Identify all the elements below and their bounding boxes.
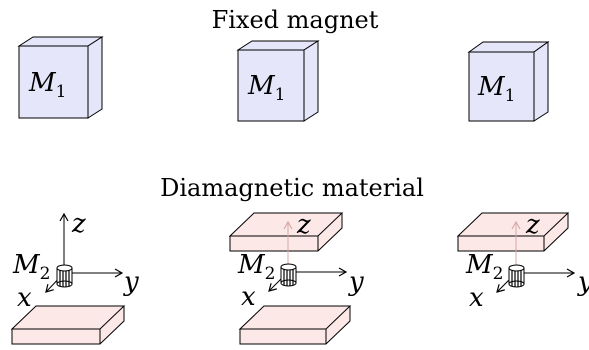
fixed-magnet-title: Fixed magnet xyxy=(212,6,379,34)
small-magnet-cylinder xyxy=(508,264,525,288)
svg-text:M2: M2 xyxy=(465,250,503,284)
svg-text:M1: M1 xyxy=(247,71,285,105)
panel-2: z y x M2 xyxy=(228,210,364,345)
z-axis-label: z xyxy=(71,209,86,239)
small-magnet-cylinder xyxy=(280,263,297,287)
diamagnetic-material-title: Diamagnetic material xyxy=(160,174,424,202)
x-axis-label: x xyxy=(469,283,484,313)
small-magnet-label: M xyxy=(237,250,266,280)
panel-1: z y x M2 xyxy=(10,209,139,345)
small-magnet-subscript: 2 xyxy=(265,264,276,284)
fixed-magnet-cube-3: M1 xyxy=(467,41,550,122)
y-axis-label: y xyxy=(123,267,139,297)
panel-3: z y x M2 xyxy=(456,210,589,313)
magnet-label: M xyxy=(247,71,276,101)
magnet-subscript: 1 xyxy=(505,86,516,106)
svg-text:M1: M1 xyxy=(28,68,66,102)
small-magnet-subscript: 2 xyxy=(40,264,51,284)
fixed-magnet-cube-1: M1 xyxy=(17,36,104,119)
small-magnet-cylinder xyxy=(56,264,73,288)
y-axis-label: y xyxy=(577,267,589,297)
diamagnetic-plate-top xyxy=(228,212,344,252)
magnet-subscript: 1 xyxy=(56,82,67,102)
z-axis-label: z xyxy=(296,210,311,240)
x-axis-label: x xyxy=(17,283,32,313)
y-axis-label: y xyxy=(348,267,364,297)
small-magnet-subscript: 2 xyxy=(493,264,504,284)
fixed-magnet-cube-2: M1 xyxy=(236,40,320,122)
magnet-label: M xyxy=(477,72,506,102)
small-magnet-label: M xyxy=(465,250,494,280)
diamagnetic-plate-bottom xyxy=(238,305,352,345)
svg-text:M1: M1 xyxy=(477,72,515,106)
x-axis-label: x xyxy=(241,282,256,312)
diamagnetic-plate-top xyxy=(456,212,570,252)
magnet-subscript: 1 xyxy=(275,85,286,105)
z-axis-label: z xyxy=(525,210,540,240)
diamagnetic-plate xyxy=(10,305,126,345)
svg-text:M2: M2 xyxy=(237,250,275,284)
svg-text:M2: M2 xyxy=(12,250,50,284)
small-magnet-label: M xyxy=(12,250,41,280)
magnet-label: M xyxy=(28,68,57,98)
